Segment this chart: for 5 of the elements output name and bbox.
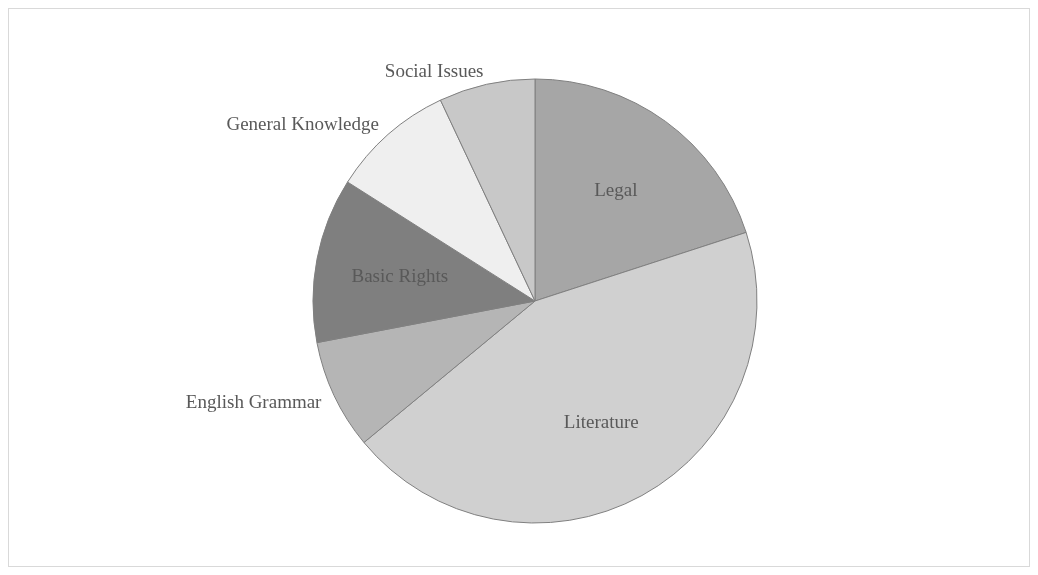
slice-label: Legal: [594, 179, 638, 201]
slice-label: Social Issues: [384, 60, 484, 82]
slice-label: General Knowledge: [226, 113, 379, 135]
slice-label: Literature: [563, 411, 639, 433]
slice-label: English Grammar: [185, 390, 323, 412]
